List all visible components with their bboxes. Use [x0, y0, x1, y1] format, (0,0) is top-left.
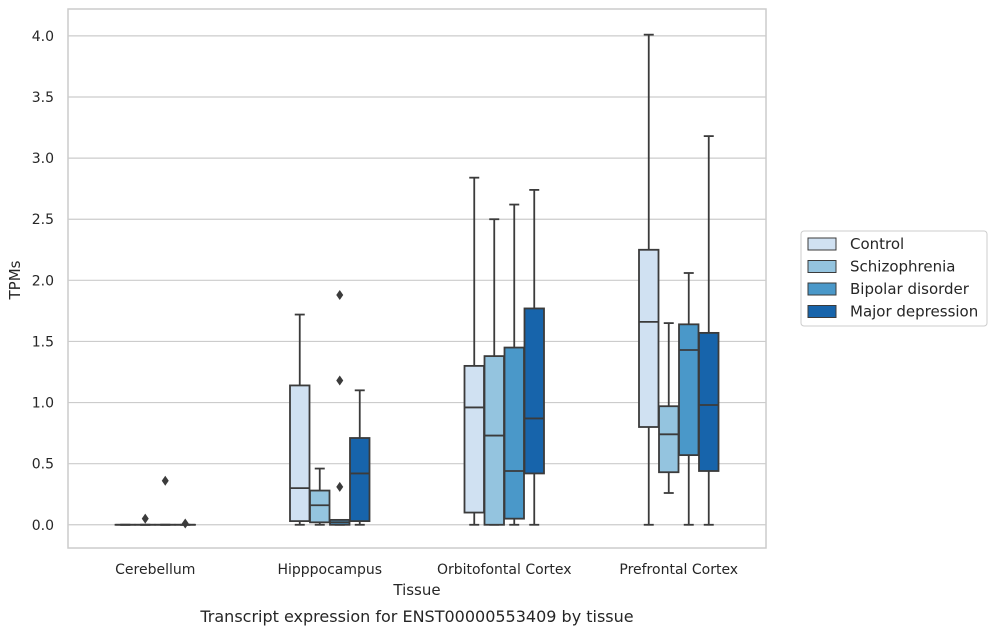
x-tick-label: Orbitofontal Cortex	[437, 562, 572, 578]
mark-layer	[116, 35, 719, 529]
x-axis-title: Tissue	[392, 581, 440, 599]
y-tick-label: 2.5	[32, 212, 54, 228]
box-bipolar-disorder	[156, 476, 176, 525]
box-body	[290, 385, 310, 521]
box-major-depression	[350, 390, 370, 524]
outlier-point	[336, 376, 343, 386]
legend-swatch	[808, 306, 836, 318]
box-body	[505, 348, 525, 519]
box-body	[659, 406, 679, 472]
legend-label: Bipolar disorder	[850, 280, 970, 298]
outlier-point	[142, 514, 149, 524]
legend-label: Control	[850, 235, 904, 253]
outlier-point	[182, 519, 189, 529]
box-control	[290, 315, 310, 525]
y-axis-title: TPMs	[6, 260, 24, 300]
box-major-depression	[699, 136, 719, 525]
legend-swatch	[808, 238, 836, 250]
legend-label: Schizophrenia	[850, 258, 955, 276]
y-tick-label: 0.0	[32, 518, 54, 534]
y-tick-label: 4.0	[32, 29, 54, 45]
box-control	[465, 178, 485, 525]
y-tick-label: 1.5	[32, 334, 54, 350]
outlier-point	[336, 290, 343, 300]
box-body	[310, 491, 330, 523]
box-body	[699, 333, 719, 471]
outlier-point	[336, 482, 343, 492]
legend: Control Schizophrenia Bipolar disorder Majo…	[801, 231, 987, 326]
box-bipolar-disorder	[330, 290, 350, 525]
box-body	[525, 308, 545, 473]
box-schizophrenia	[136, 514, 156, 525]
x-tick-label: Hipppocampus	[277, 562, 382, 578]
x-tick-labels: Cerebellum Hipppocampus Orbitofontal Corte…	[115, 562, 738, 578]
legend-swatch	[808, 283, 836, 295]
box-major-depression	[176, 519, 196, 529]
y-tick-label: 3.0	[32, 151, 54, 167]
box-schizophrenia	[659, 323, 679, 493]
box-body	[350, 438, 370, 521]
figure-caption: Transcript expression for ENST0000055340…	[199, 607, 633, 626]
box-bipolar-disorder	[505, 205, 525, 525]
x-tick-label: Prefrontal Cortex	[619, 562, 738, 578]
x-tick-label: Cerebellum	[115, 562, 195, 578]
y-tick-label: 0.5	[32, 457, 54, 473]
box-body	[465, 366, 485, 513]
box-schizophrenia	[485, 219, 505, 525]
outlier-point	[162, 476, 169, 486]
box-body	[485, 356, 505, 525]
box-major-depression	[525, 190, 545, 525]
box-body	[639, 250, 659, 427]
y-tick-labels: 0.0 0.5 1.0 1.5 2.0 2.5 3.0 3.5 4.0	[32, 29, 54, 534]
box-body	[679, 324, 699, 455]
box-control	[639, 35, 659, 525]
legend-swatch	[808, 261, 836, 273]
y-tick-label: 1.0	[32, 396, 54, 412]
y-tick-label: 3.5	[32, 90, 54, 106]
legend-label: Major depression	[850, 303, 978, 321]
y-tick-label: 2.0	[32, 273, 54, 289]
box-schizophrenia	[310, 469, 330, 525]
box-bipolar-disorder	[679, 273, 699, 525]
